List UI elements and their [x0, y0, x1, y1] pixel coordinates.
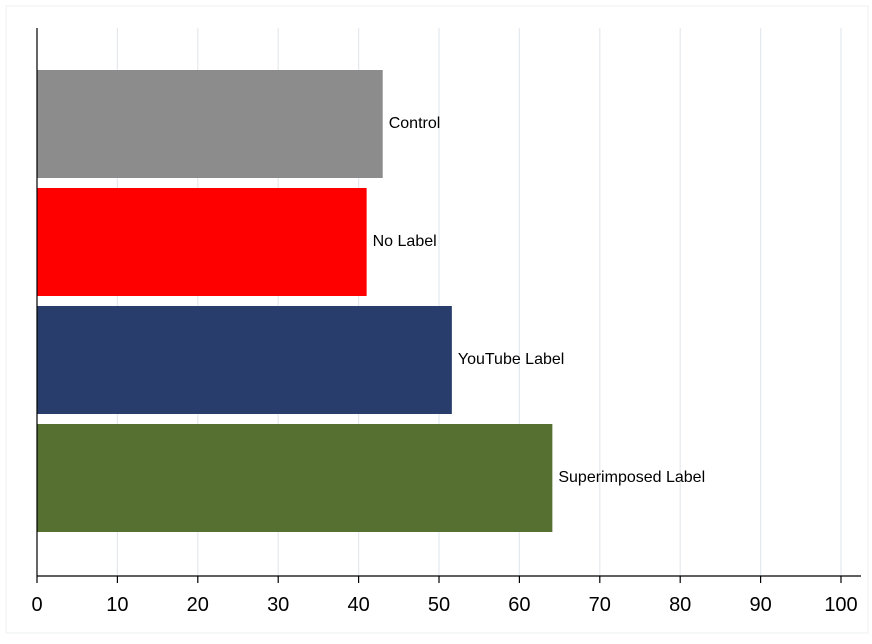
bar-youtube-label	[37, 306, 452, 414]
x-tick-label-100: 100	[824, 594, 857, 616]
x-tick-label-80: 80	[669, 594, 691, 616]
bar-label-superimposed-label: Superimposed Label	[558, 469, 705, 486]
axes	[36, 28, 861, 583]
bar-label-control: Control	[389, 115, 441, 132]
x-tick-label-10: 10	[106, 594, 128, 616]
x-tick-label-0: 0	[31, 594, 42, 616]
bars	[37, 70, 553, 532]
x-tick-label-40: 40	[347, 594, 369, 616]
x-tick-labels: 0 10 20 30 40 50 60 70 80 90 100	[31, 594, 857, 616]
x-tick-label-50: 50	[428, 594, 450, 616]
bar-no-label	[37, 188, 367, 296]
x-tick-label-20: 20	[187, 594, 209, 616]
bar-superimposed-label	[37, 424, 553, 532]
x-tick-label-70: 70	[589, 594, 611, 616]
x-tick-label-60: 60	[508, 594, 530, 616]
bar-labels: Control No Label YouTube Label Superimposed…	[373, 115, 705, 486]
x-tick-label-90: 90	[749, 594, 771, 616]
x-tick-label-30: 30	[267, 594, 289, 616]
bar-control	[37, 70, 383, 178]
bar-label-youtube-label: YouTube Label	[458, 351, 564, 368]
bar-label-no-label: No Label	[373, 233, 437, 250]
